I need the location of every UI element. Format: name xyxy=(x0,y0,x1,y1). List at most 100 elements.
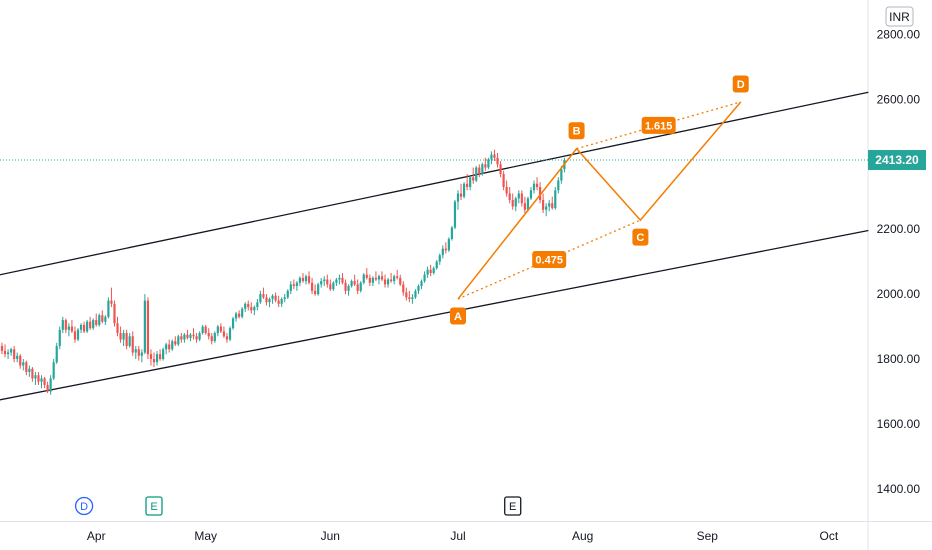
candle[interactable] xyxy=(165,342,168,355)
candle[interactable] xyxy=(213,331,216,343)
candle[interactable] xyxy=(390,273,393,283)
candle[interactable] xyxy=(356,279,359,295)
candle[interactable] xyxy=(292,279,295,290)
candle[interactable] xyxy=(262,287,265,299)
event-marker-earnings-2[interactable]: E xyxy=(504,496,522,516)
candle[interactable] xyxy=(228,326,232,342)
candle[interactable] xyxy=(435,260,438,270)
candle[interactable] xyxy=(487,157,490,170)
candle[interactable] xyxy=(86,320,89,334)
time-axis[interactable]: Apr May Jun Jul Aug Sep Oct xyxy=(87,529,839,543)
candle[interactable] xyxy=(168,339,171,353)
candle[interactable] xyxy=(365,268,368,280)
candle[interactable] xyxy=(247,300,250,311)
candle[interactable] xyxy=(456,190,460,210)
candle[interactable] xyxy=(545,203,548,217)
candle[interactable] xyxy=(22,359,25,371)
candle[interactable] xyxy=(198,331,201,342)
candle[interactable] xyxy=(177,334,180,347)
candle[interactable] xyxy=(180,333,183,343)
candle[interactable] xyxy=(526,196,530,212)
candle[interactable] xyxy=(146,297,150,359)
candle[interactable] xyxy=(265,294,268,306)
candle[interactable] xyxy=(484,157,487,171)
candle[interactable] xyxy=(423,271,426,283)
candle[interactable] xyxy=(31,367,34,382)
candle[interactable] xyxy=(250,302,253,314)
candle[interactable] xyxy=(350,279,353,288)
candle[interactable] xyxy=(323,276,326,286)
candle[interactable] xyxy=(359,281,362,293)
candle[interactable] xyxy=(186,329,189,340)
candle[interactable] xyxy=(399,274,402,286)
candle[interactable] xyxy=(204,324,207,335)
candle[interactable] xyxy=(338,274,341,285)
candle[interactable] xyxy=(295,281,298,291)
candle[interactable] xyxy=(523,196,526,213)
candle[interactable] xyxy=(13,346,16,363)
candle[interactable] xyxy=(490,151,493,165)
candle[interactable] xyxy=(554,187,557,210)
candle[interactable] xyxy=(155,350,159,366)
candle[interactable] xyxy=(113,300,116,327)
candle[interactable] xyxy=(505,180,508,197)
candle[interactable] xyxy=(256,298,259,311)
candle[interactable] xyxy=(432,266,435,275)
candle[interactable] xyxy=(548,199,551,212)
candle[interactable] xyxy=(3,344,7,358)
candle[interactable] xyxy=(289,281,292,295)
candle[interactable] xyxy=(25,360,28,376)
candle[interactable] xyxy=(441,245,444,259)
candle[interactable] xyxy=(514,196,517,212)
candle[interactable] xyxy=(225,333,229,343)
candle[interactable] xyxy=(192,328,195,340)
candle[interactable] xyxy=(508,187,511,204)
candle[interactable] xyxy=(244,302,247,312)
candle[interactable] xyxy=(393,274,396,285)
candle[interactable] xyxy=(347,284,350,296)
pattern-point-B[interactable]: B xyxy=(568,122,585,140)
candle[interactable] xyxy=(280,297,283,308)
candle[interactable] xyxy=(414,289,417,299)
candle[interactable] xyxy=(538,182,542,204)
candle[interactable] xyxy=(152,352,156,368)
candle[interactable] xyxy=(386,277,390,288)
candle[interactable] xyxy=(171,339,174,351)
candle[interactable] xyxy=(411,294,414,304)
candle[interactable] xyxy=(10,347,13,356)
candle[interactable] xyxy=(189,333,192,342)
candle[interactable] xyxy=(444,242,447,254)
candle[interactable] xyxy=(143,294,146,355)
candle[interactable] xyxy=(79,323,83,334)
candle[interactable] xyxy=(70,320,74,334)
candle[interactable] xyxy=(529,187,533,200)
candle[interactable] xyxy=(201,324,204,335)
candle[interactable] xyxy=(46,381,49,394)
pattern-legs[interactable] xyxy=(457,101,742,300)
candle[interactable] xyxy=(511,193,514,210)
pattern-point-A[interactable]: A xyxy=(450,307,466,325)
candle[interactable] xyxy=(314,284,317,296)
candle[interactable] xyxy=(253,305,256,316)
candle[interactable] xyxy=(76,328,80,342)
candle[interactable] xyxy=(520,190,523,207)
candle[interactable] xyxy=(98,313,101,327)
event-marker-dividend[interactable]: D xyxy=(74,496,94,516)
candle[interactable] xyxy=(469,175,472,191)
price-axis[interactable]: 1400.001600.001800.002000.002200.002400.… xyxy=(877,28,921,496)
candle[interactable] xyxy=(58,326,61,350)
candle[interactable] xyxy=(326,274,329,288)
candle[interactable] xyxy=(95,313,98,327)
candle[interactable] xyxy=(499,161,502,178)
pattern-point-C[interactable]: C xyxy=(632,228,649,246)
candle[interactable] xyxy=(335,277,338,286)
candle[interactable] xyxy=(429,264,432,277)
candle[interactable] xyxy=(82,321,86,334)
candle[interactable] xyxy=(542,193,545,213)
candle[interactable] xyxy=(320,277,323,288)
candle[interactable] xyxy=(535,177,539,191)
candle[interactable] xyxy=(475,165,478,183)
candle[interactable] xyxy=(231,316,235,330)
candle[interactable] xyxy=(101,310,104,324)
